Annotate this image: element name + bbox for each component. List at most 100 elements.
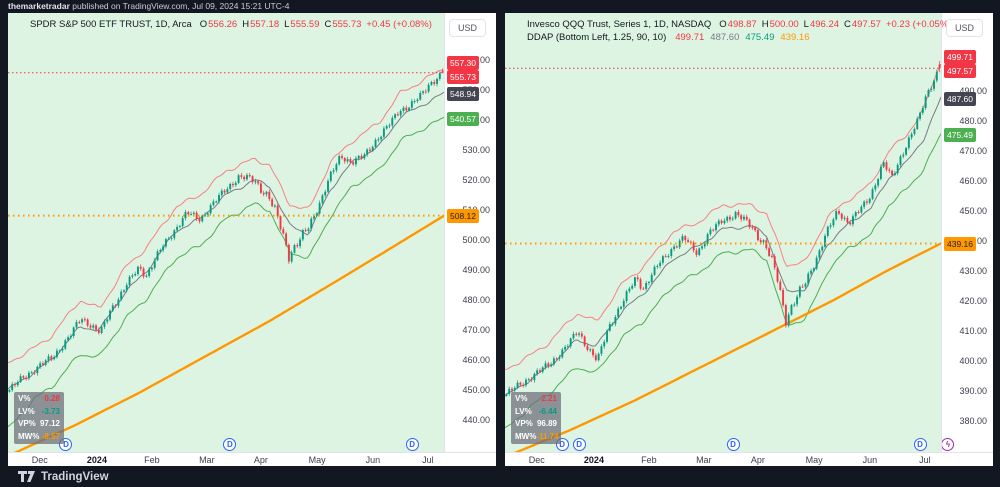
- high-value: 500.00: [769, 19, 799, 30]
- info-value: 97.12: [39, 419, 60, 428]
- price-tick-label: 470.00: [959, 146, 987, 156]
- time-axis[interactable]: Dec 2024 Feb Mar Apr May Jun Jul: [8, 452, 496, 466]
- price-tick-label: 440.00: [462, 415, 490, 425]
- time-axis[interactable]: Dec 2024 Feb Mar Apr May Jun Jul: [505, 452, 993, 466]
- charts-row: SPDR S&P 500 ETF TRUST, 1D, Arca O 556.26 H…: [0, 13, 1000, 466]
- tradingview-brand-text[interactable]: TradingView: [41, 470, 109, 483]
- price-label-badge: 499.71: [944, 50, 976, 65]
- time-tick-label: Jun: [365, 455, 381, 465]
- time-tick-label: Feb: [144, 455, 160, 465]
- price-axis[interactable]: 490.00480.00470.00460.00450.00440.00430.…: [941, 13, 993, 452]
- price-label-badge: 555.73: [447, 70, 479, 85]
- open-value: 556.26: [208, 19, 238, 30]
- footer-bar: TradingView: [0, 466, 1000, 487]
- close-value: 497.57: [851, 19, 881, 30]
- info-value: -11.74: [536, 431, 559, 441]
- time-tick-label: Feb: [641, 455, 657, 465]
- close-key: C: [844, 19, 851, 30]
- change-value: +0.45 (+0.08%): [366, 19, 432, 30]
- high-value: 557.18: [250, 19, 280, 30]
- time-tick-label: 2024: [86, 455, 107, 465]
- dividend-marker-icon[interactable]: D: [913, 438, 927, 451]
- open-key: O: [719, 19, 727, 30]
- info-value: -8.57: [41, 431, 60, 441]
- price-axis[interactable]: 560.00550.00540.00530.00520.00510.00500.…: [444, 13, 496, 452]
- qqq-price-chart[interactable]: [505, 13, 993, 466]
- time-tick-label: Dec: [31, 455, 48, 465]
- price-tick-label: 520.00: [462, 175, 490, 185]
- flash-event-icon[interactable]: ϟ: [941, 438, 955, 451]
- ddap-lower-value: 475.49: [745, 32, 775, 43]
- price-tick-label: 480.00: [462, 295, 490, 305]
- info-label: LV%: [515, 406, 532, 416]
- close-value: 555.73: [332, 19, 362, 30]
- price-label-badge: 439.16: [944, 237, 976, 252]
- time-tick-label: Mar: [696, 455, 712, 465]
- spy-price-chart[interactable]: [8, 13, 496, 466]
- price-tick-label: 460.00: [462, 355, 490, 365]
- time-tick-label: Jul: [919, 455, 931, 465]
- price-tick-label: 490.00: [959, 86, 987, 96]
- price-label-badge: 487.60: [944, 91, 976, 106]
- price-tick-label: 500.00: [462, 235, 490, 245]
- dividend-marker-icon[interactable]: D: [572, 438, 586, 451]
- time-tick-label: Jul: [422, 455, 434, 465]
- high-key: H: [242, 19, 250, 30]
- currency-button[interactable]: USD: [945, 19, 983, 37]
- price-label-badge: 548.94: [447, 86, 479, 101]
- close-key: C: [324, 19, 332, 30]
- low-value: 555.59: [290, 19, 320, 30]
- currency-button[interactable]: USD: [448, 19, 486, 37]
- low-value: 496.24: [809, 19, 840, 30]
- time-tick-label: 2024: [583, 455, 604, 465]
- info-label: MW%: [18, 431, 40, 441]
- price-tick-label: 430.00: [959, 266, 987, 276]
- price-tick-label: 410.00: [959, 326, 987, 336]
- dividend-marker-icon[interactable]: D: [405, 438, 419, 451]
- price-tick-label: 400.00: [959, 356, 987, 366]
- ddap-anchor-value: 439.16: [780, 32, 810, 43]
- time-tick-label: May: [805, 455, 823, 465]
- info-label: VP%: [18, 419, 36, 428]
- info-label: VP%: [515, 419, 533, 428]
- qqq-symbol-title[interactable]: Invesco QQQ Trust, Series 1, 1D, NASDAQ: [527, 19, 712, 30]
- price-tick-label: 390.00: [959, 386, 987, 396]
- price-tick-label: 450.00: [959, 206, 987, 216]
- info-label: MW%: [515, 431, 537, 441]
- info-value: -3.73: [41, 406, 60, 416]
- price-tick-label: 420.00: [959, 296, 987, 306]
- price-label-badge: 508.12: [447, 209, 479, 224]
- price-tick-label: 530.00: [462, 145, 490, 155]
- ddap-mid-value: 487.60: [710, 32, 740, 43]
- time-tick-label: May: [308, 455, 326, 465]
- time-tick-label: Dec: [528, 455, 545, 465]
- qqq-legend: Invesco QQQ Trust, Series 1, 1D, NASDAQ O…: [527, 18, 951, 44]
- tradingview-logo-icon[interactable]: [18, 471, 35, 482]
- info-value: 0.28: [44, 394, 60, 403]
- dividend-marker-icon[interactable]: D: [223, 438, 237, 451]
- low-key: L: [284, 19, 290, 30]
- change-value: +0.23 (+0.05%): [885, 19, 952, 30]
- chart-panel-qqq[interactable]: Invesco QQQ Trust, Series 1, 1D, NASDAQ O…: [505, 13, 993, 466]
- price-label-badge: 557.30: [447, 55, 479, 70]
- ddap-upper-value: 499.71: [675, 32, 705, 43]
- chart-panel-spy[interactable]: SPDR S&P 500 ETF TRUST, 1D, Arca O556.26 H…: [8, 13, 496, 466]
- price-label-badge: 497.57: [944, 63, 976, 78]
- dividend-marker-icon[interactable]: D: [726, 438, 740, 451]
- time-tick-label: Apr: [750, 455, 765, 465]
- price-tick-label: 450.00: [462, 385, 490, 395]
- price-tick-label: 380.00: [959, 416, 987, 426]
- high-key: H: [761, 19, 769, 30]
- info-value: -6.44: [538, 406, 557, 416]
- info-label: LV%: [18, 406, 35, 416]
- price-tick-label: 460.00: [959, 176, 987, 186]
- price-label-badge: 540.57: [447, 111, 479, 126]
- info-value: 2.21: [541, 394, 557, 403]
- spy-symbol-title[interactable]: SPDR S&P 500 ETF TRUST, 1D, Arca: [30, 19, 192, 30]
- ddap-indicator-title[interactable]: DDAP (Bottom Left, 1.25, 90, 10): [527, 32, 667, 43]
- info-label: V%: [18, 394, 31, 403]
- low-key: L: [803, 19, 809, 30]
